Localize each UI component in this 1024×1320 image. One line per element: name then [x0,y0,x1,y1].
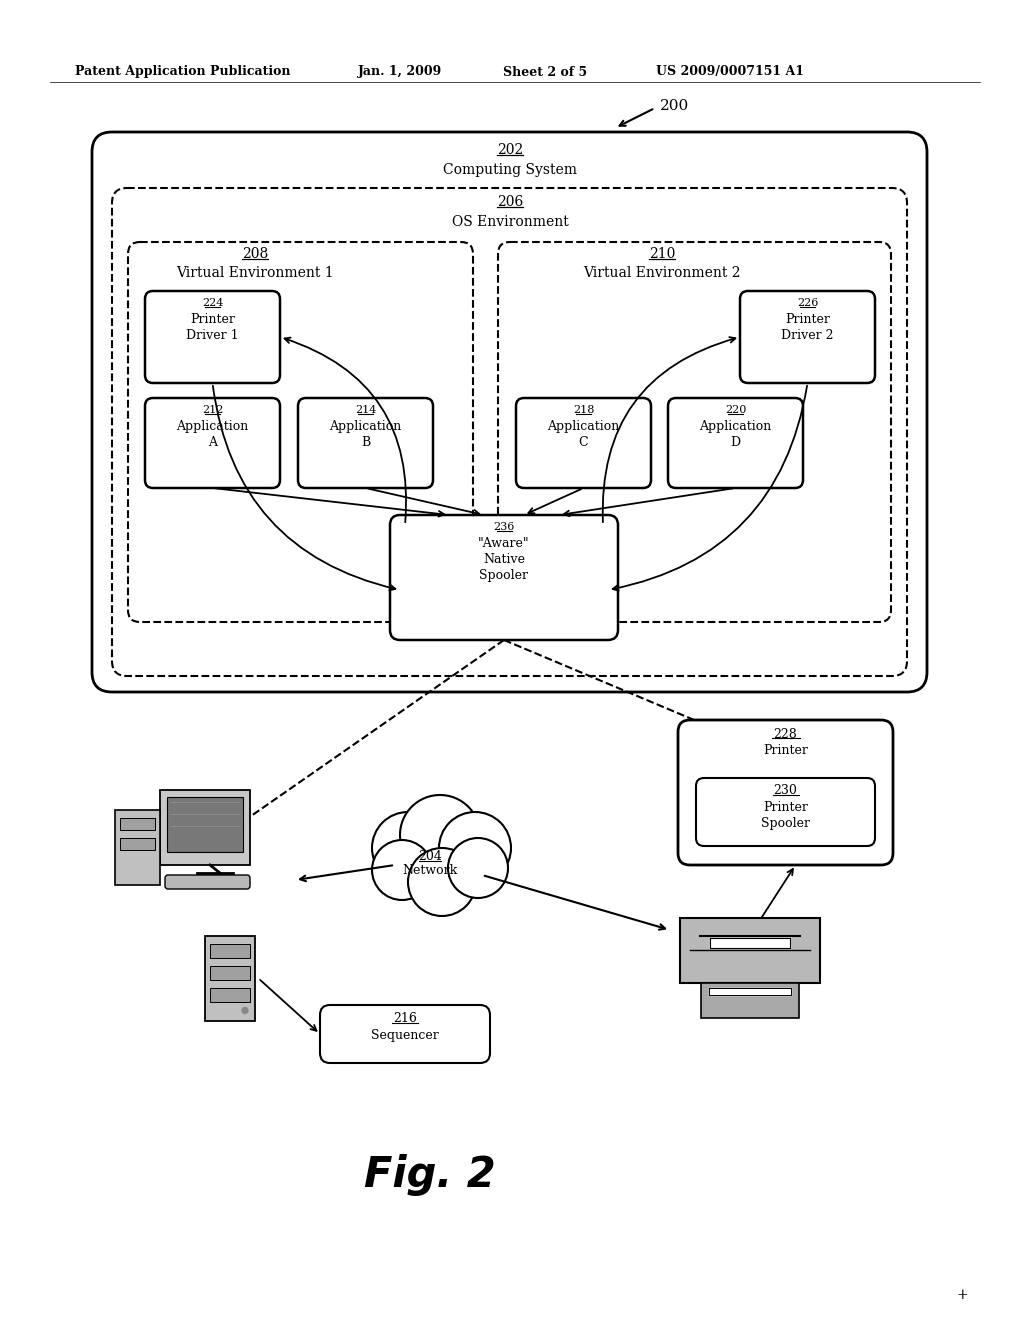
FancyBboxPatch shape [128,242,473,622]
Text: Printer
Spooler: Printer Spooler [761,801,810,830]
Text: 224: 224 [202,298,223,308]
FancyBboxPatch shape [120,838,155,850]
FancyBboxPatch shape [115,810,160,884]
Text: US 2009/0007151 A1: US 2009/0007151 A1 [656,66,804,78]
Text: 210: 210 [649,247,675,261]
Text: Sequencer: Sequencer [371,1030,439,1041]
Text: 236: 236 [494,521,515,532]
Text: 212: 212 [202,405,223,414]
Text: 200: 200 [660,99,689,114]
FancyBboxPatch shape [210,944,250,957]
Circle shape [400,795,480,875]
FancyBboxPatch shape [678,719,893,865]
Text: "Aware"
Native
Spooler: "Aware" Native Spooler [478,537,529,582]
Text: +: + [956,1288,968,1302]
Text: 204: 204 [418,850,442,863]
FancyBboxPatch shape [516,399,651,488]
Text: 216: 216 [393,1012,417,1026]
FancyBboxPatch shape [668,399,803,488]
Text: 208: 208 [242,247,268,261]
Text: 214: 214 [354,405,376,414]
Text: 202: 202 [497,143,523,157]
Circle shape [408,847,476,916]
FancyBboxPatch shape [390,515,618,640]
FancyBboxPatch shape [160,789,250,865]
Text: Network: Network [402,863,458,876]
FancyBboxPatch shape [165,875,250,888]
FancyBboxPatch shape [167,797,243,851]
FancyBboxPatch shape [120,818,155,830]
FancyBboxPatch shape [298,399,433,488]
Text: 226: 226 [797,298,818,308]
Text: Patent Application Publication: Patent Application Publication [75,66,291,78]
Text: 218: 218 [572,405,594,414]
Circle shape [439,812,511,884]
Text: OS Environment: OS Environment [452,215,568,228]
Text: Sheet 2 of 5: Sheet 2 of 5 [503,66,587,78]
FancyBboxPatch shape [205,936,255,1020]
Text: Printer
Driver 2: Printer Driver 2 [781,313,834,342]
Text: Printer: Printer [763,744,808,756]
Circle shape [372,812,444,884]
Text: 228: 228 [773,727,798,741]
FancyBboxPatch shape [696,777,874,846]
Circle shape [449,838,508,898]
Circle shape [242,1007,248,1014]
FancyBboxPatch shape [740,290,874,383]
FancyBboxPatch shape [680,917,820,982]
Text: Application
C: Application C [548,420,620,449]
FancyBboxPatch shape [210,965,250,979]
FancyBboxPatch shape [210,987,250,1002]
Text: Application
B: Application B [330,420,401,449]
Text: 230: 230 [773,784,798,796]
Text: 220: 220 [725,405,746,414]
FancyBboxPatch shape [319,1005,490,1063]
Text: Computing System: Computing System [443,162,577,177]
Text: Virtual Environment 1: Virtual Environment 1 [176,267,334,280]
Circle shape [372,840,432,900]
FancyBboxPatch shape [112,187,907,676]
FancyBboxPatch shape [145,399,280,488]
FancyBboxPatch shape [145,290,280,383]
Text: Printer
Driver 1: Printer Driver 1 [186,313,239,342]
FancyBboxPatch shape [498,242,891,622]
Text: Jan. 1, 2009: Jan. 1, 2009 [357,66,442,78]
Text: Application
A: Application A [176,420,249,449]
Text: Fig. 2: Fig. 2 [365,1154,496,1196]
Text: 206: 206 [497,195,523,209]
Text: Application
D: Application D [699,420,772,449]
FancyBboxPatch shape [92,132,927,692]
FancyBboxPatch shape [701,982,799,1018]
Text: Virtual Environment 2: Virtual Environment 2 [584,267,740,280]
